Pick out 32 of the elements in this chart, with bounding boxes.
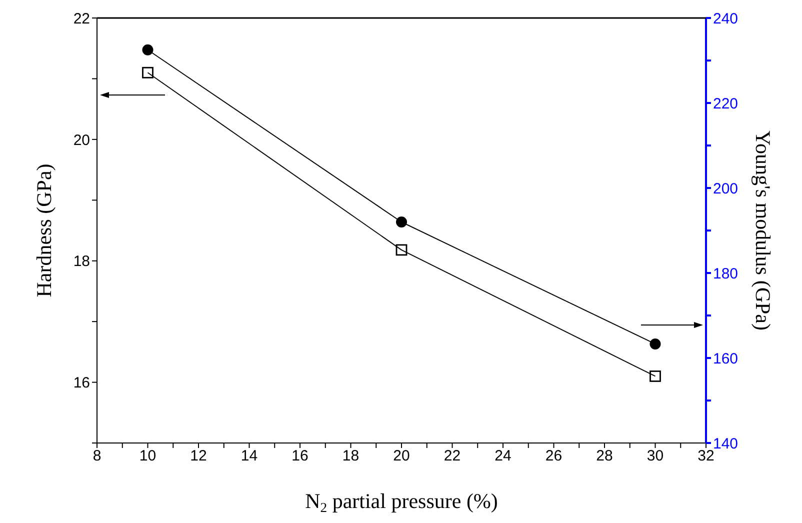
x-tick-label: 32	[698, 448, 714, 465]
y-tick-label: 16	[73, 374, 90, 392]
x-tick-label: 16	[292, 448, 308, 465]
y-axis-title: Hardness (GPa)	[32, 164, 56, 298]
point	[650, 370, 661, 382]
y2-tick-label: 180	[713, 265, 738, 282]
y2-axis-title: Young's modulus (GPa)	[751, 130, 775, 331]
y2-tick-label: 160	[713, 350, 738, 368]
x-tick-label: 14	[240, 448, 258, 465]
point	[142, 66, 154, 78]
point	[650, 338, 661, 350]
x-tick-label: 26	[545, 448, 562, 465]
x-tick-label: 10	[139, 448, 156, 465]
x-tick-label: 12	[190, 448, 207, 465]
point	[142, 44, 154, 56]
x-tick-label: 30	[646, 448, 664, 465]
x-tick-label: 8	[92, 448, 102, 465]
y-tick-label: 22	[73, 10, 90, 28]
y-tick-label: 20	[73, 132, 90, 149]
x-tick-label: 28	[596, 448, 613, 465]
y2-tick-label: 200	[713, 180, 738, 198]
x-tick-label: 20	[393, 448, 410, 465]
y2-tick-label: 240	[713, 10, 738, 28]
x-axis-title: N$_{2}$ partial pressure (%)	[305, 489, 498, 516]
x-tick-label: 18	[342, 448, 360, 465]
y-tick-label: 18	[73, 253, 90, 270]
y2-tick-label: 140	[713, 435, 738, 452]
point	[396, 244, 408, 256]
x-tick-label: 24	[494, 448, 512, 465]
x-tick-label: 22	[444, 448, 461, 465]
point	[396, 216, 407, 228]
y2-tick-label: 220	[713, 95, 738, 112]
